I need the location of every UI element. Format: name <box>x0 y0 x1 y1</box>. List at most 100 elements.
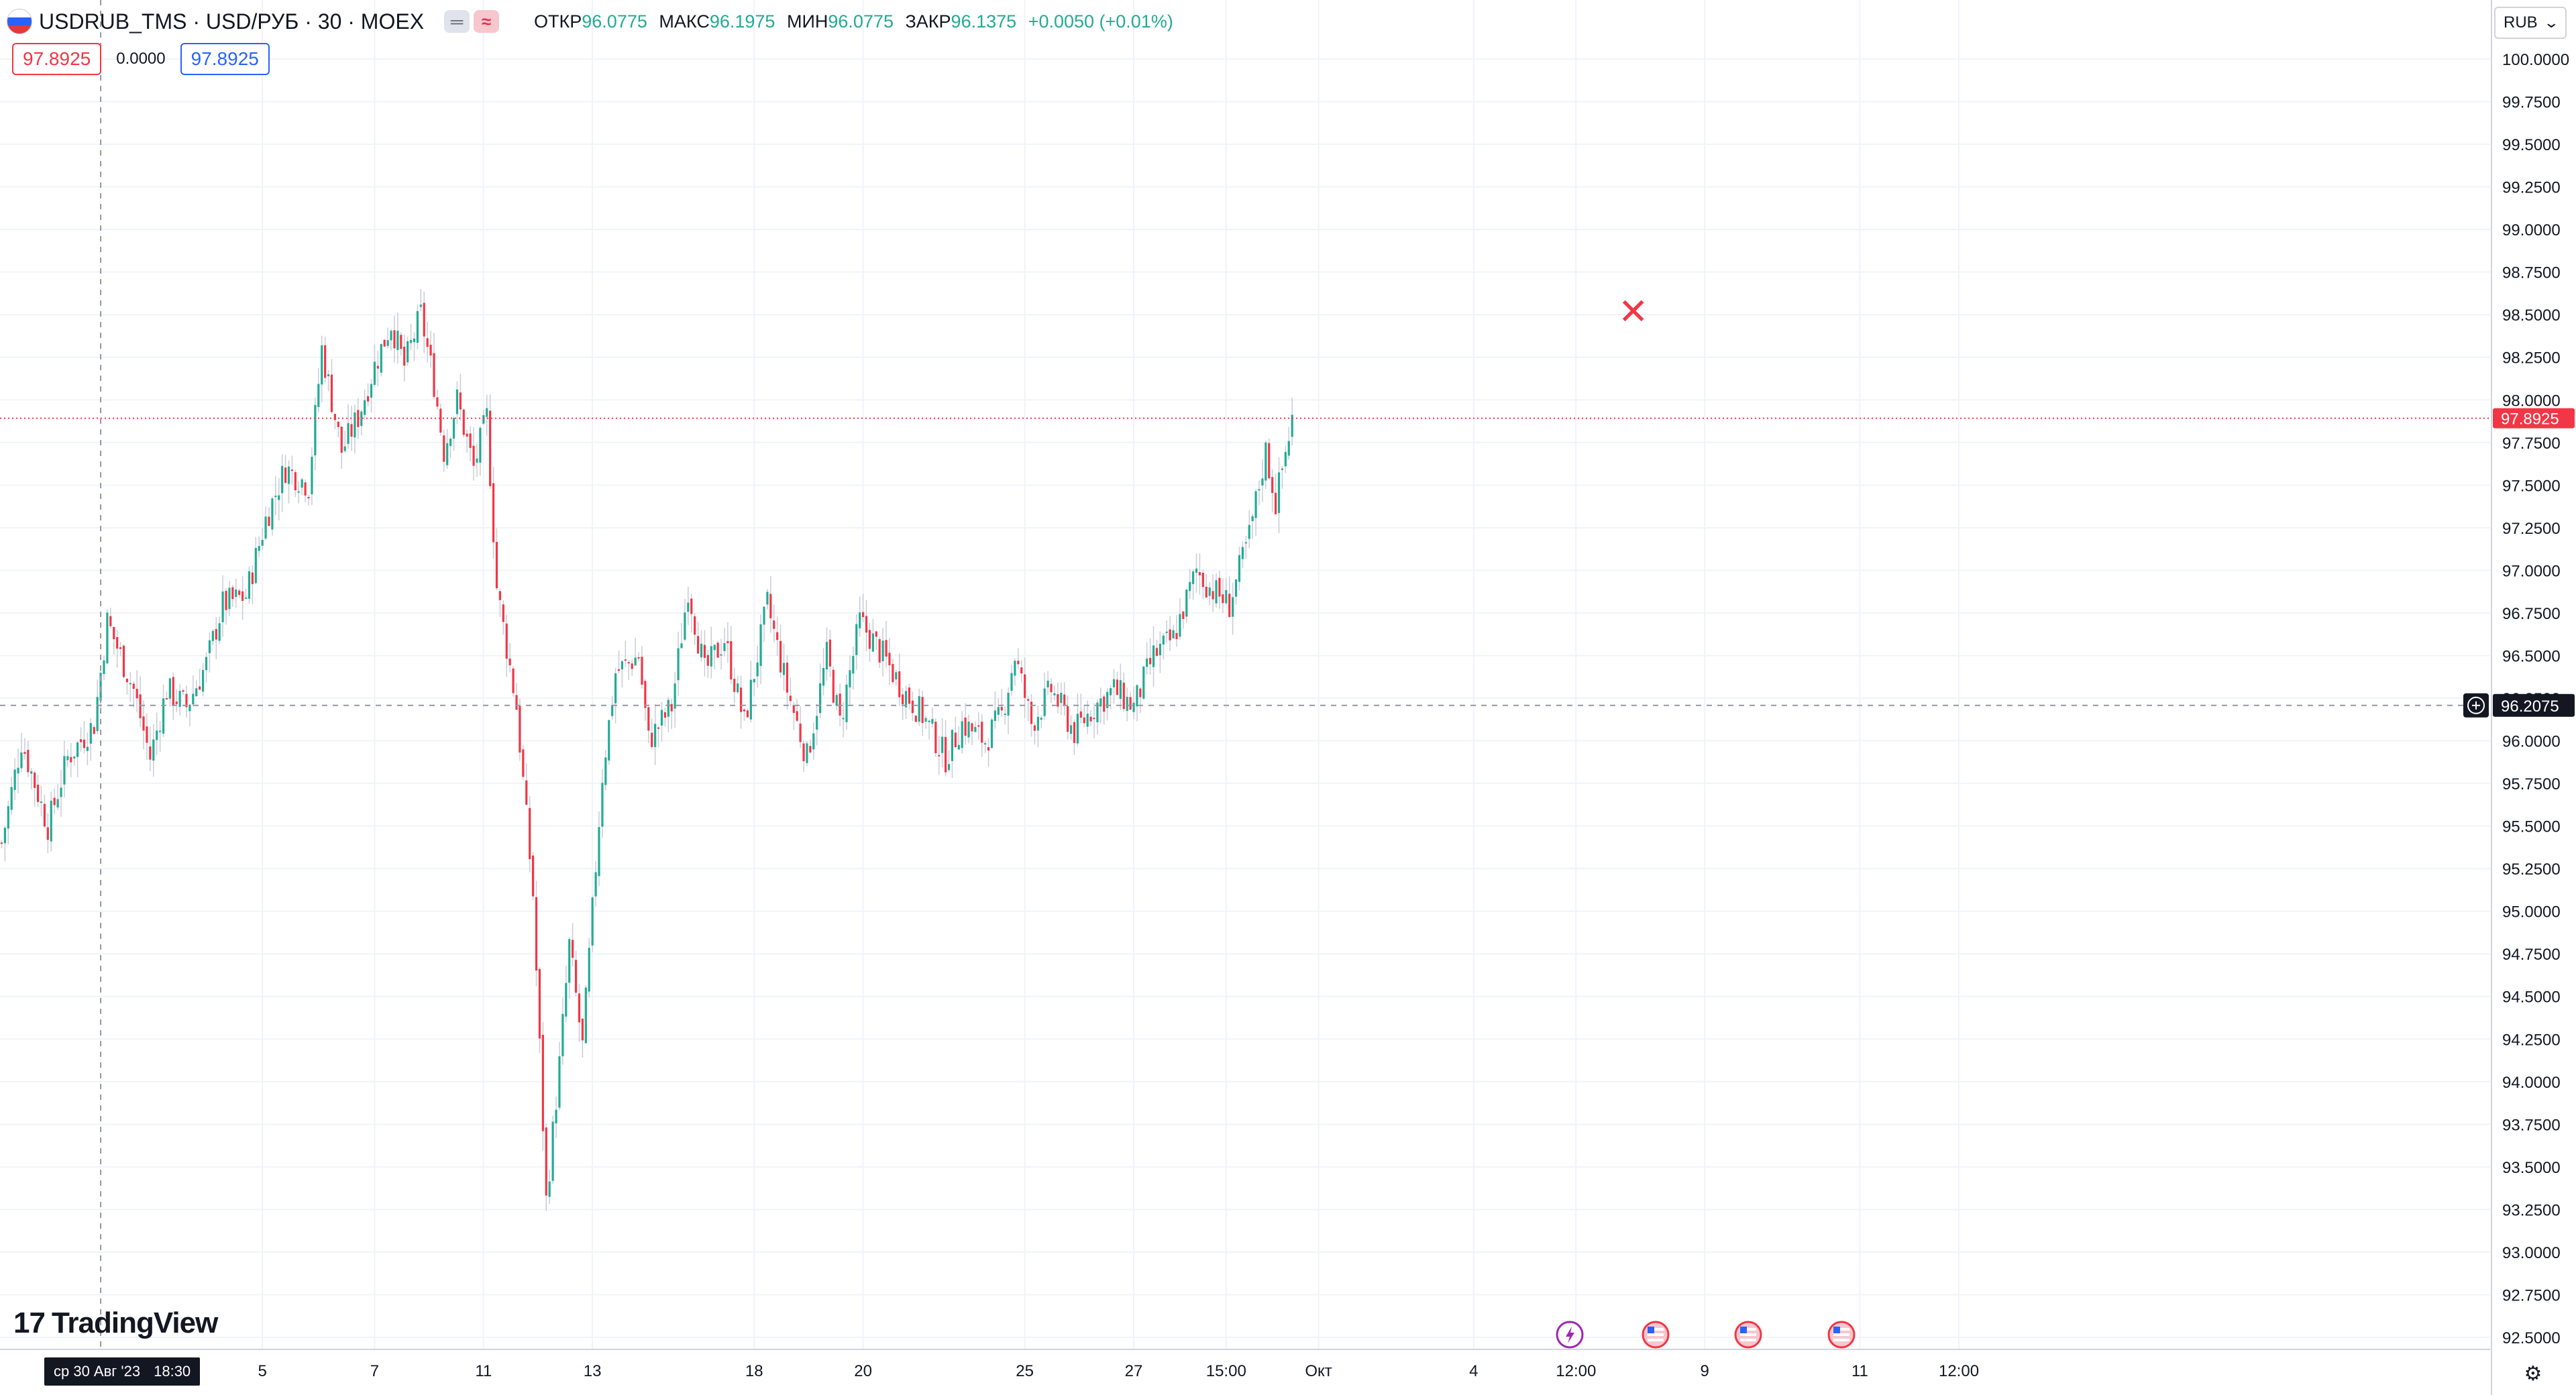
candle-body <box>376 366 379 369</box>
candle-body <box>416 311 419 343</box>
candle-body <box>195 688 198 697</box>
candle-body <box>324 345 327 378</box>
candle-body <box>839 693 841 716</box>
candle-body <box>865 616 868 633</box>
y-tick-label: 92.5000 <box>2502 1329 2561 1347</box>
logo-text: TradingView <box>51 1306 218 1339</box>
currency-label: RUB <box>2504 13 2538 32</box>
candle-body <box>17 767 19 774</box>
y-tick-label: 99.5000 <box>2502 136 2561 154</box>
chart-settings-gear-icon[interactable]: ⚙ <box>2524 1362 2542 1385</box>
sell-price-button[interactable]: 97.8925 <box>12 43 102 75</box>
candle-body <box>1116 679 1119 695</box>
candle-body <box>354 412 356 438</box>
candle-body <box>828 639 831 667</box>
visibility-toggle-icon[interactable]: ═ <box>444 10 470 33</box>
symbol-legend: USDRUB_TMS · USD/РУБ · 30 · MOEX ═ ≈ ОТК… <box>7 5 1173 38</box>
candle-body <box>716 643 719 658</box>
y-tick-label: 97.7500 <box>2502 435 2561 453</box>
candle-body <box>156 730 158 740</box>
candle-body <box>1020 667 1023 674</box>
candle-body <box>119 647 122 649</box>
candle-body <box>816 716 818 730</box>
change-value: +0.0050 (+0.01%) <box>1028 11 1173 32</box>
candle-body <box>558 1056 561 1108</box>
candle-body <box>498 591 501 600</box>
quote-panel: 97.8925 0.0000 97.8925 <box>12 43 270 75</box>
candle-body <box>759 624 762 666</box>
candle-body <box>1079 711 1082 718</box>
candle-body <box>492 483 495 543</box>
candle-body <box>1004 714 1006 716</box>
candle-body <box>904 691 908 708</box>
candle-body <box>165 698 168 700</box>
flag-stripe <box>1833 1328 1849 1331</box>
candle-body <box>268 516 270 526</box>
flag-stripe <box>1740 1333 1756 1336</box>
candle-body <box>578 993 581 1023</box>
candle-body <box>254 547 257 583</box>
candle-body <box>1274 492 1277 514</box>
candle-body <box>337 421 339 427</box>
candle-body <box>611 705 614 716</box>
candle-body <box>644 681 647 708</box>
candle-body <box>1152 645 1155 667</box>
candle-body <box>360 411 363 427</box>
candle-body <box>519 706 521 753</box>
candle-body <box>86 746 89 751</box>
candle-body <box>426 338 429 347</box>
candle-body <box>327 374 330 376</box>
candle-body <box>1195 568 1198 573</box>
symbol-title[interactable]: USDRUB_TMS · USD/РУБ · 30 · MOEX <box>39 9 425 34</box>
candle-body <box>96 697 99 732</box>
candle-body <box>809 746 812 752</box>
candle-body <box>314 404 317 455</box>
plus-circle-icon <box>2467 696 2485 714</box>
candle-body <box>1024 674 1026 698</box>
high-value: 96.1975 <box>709 11 775 32</box>
wave-toggle-icon[interactable]: ≈ <box>474 10 500 33</box>
candle-body <box>756 662 759 677</box>
candle-body <box>1291 414 1293 437</box>
candle-body <box>776 632 779 640</box>
candles <box>0 288 1293 1211</box>
x-tick-label: 12:00 <box>1556 1362 1596 1380</box>
candle-body <box>1228 594 1231 617</box>
candle-body <box>350 424 353 437</box>
candle-body <box>634 657 637 666</box>
last-price-label-bg <box>2493 408 2575 429</box>
candle-body <box>568 939 571 983</box>
candle-body <box>423 302 425 337</box>
candle-body <box>1159 643 1161 656</box>
candle-body <box>855 624 858 655</box>
candle-body <box>1093 718 1095 720</box>
candle-body <box>766 592 769 605</box>
candle-body <box>1198 572 1201 575</box>
candle-body <box>654 724 657 747</box>
chevron-down-icon: ⌄ <box>2542 14 2559 31</box>
candle-body <box>961 721 963 748</box>
buy-price-button[interactable]: 97.8925 <box>180 43 270 75</box>
candle-body <box>486 408 488 417</box>
currency-select[interactable]: RUB ⌄ <box>2494 7 2567 39</box>
candle-body <box>651 732 653 747</box>
candle-body <box>215 628 217 640</box>
candle-body <box>1182 611 1185 619</box>
candle-body <box>786 662 789 693</box>
candle-body <box>178 691 181 707</box>
candle-body <box>977 725 980 727</box>
candle-body <box>859 612 861 628</box>
x-tick-label: 11 <box>475 1362 492 1380</box>
candle-body <box>136 689 138 699</box>
candle-body <box>241 591 244 601</box>
candle-body <box>66 756 69 761</box>
candle-body <box>1241 547 1244 559</box>
y-tick-label: 98.5000 <box>2502 306 2561 325</box>
candle-body <box>142 716 145 731</box>
candle-body <box>1073 722 1076 743</box>
close-icon[interactable]: ✕ <box>1618 292 1649 332</box>
candle-body <box>1142 666 1145 699</box>
candle-body <box>1265 442 1267 481</box>
candle-body <box>773 620 775 629</box>
